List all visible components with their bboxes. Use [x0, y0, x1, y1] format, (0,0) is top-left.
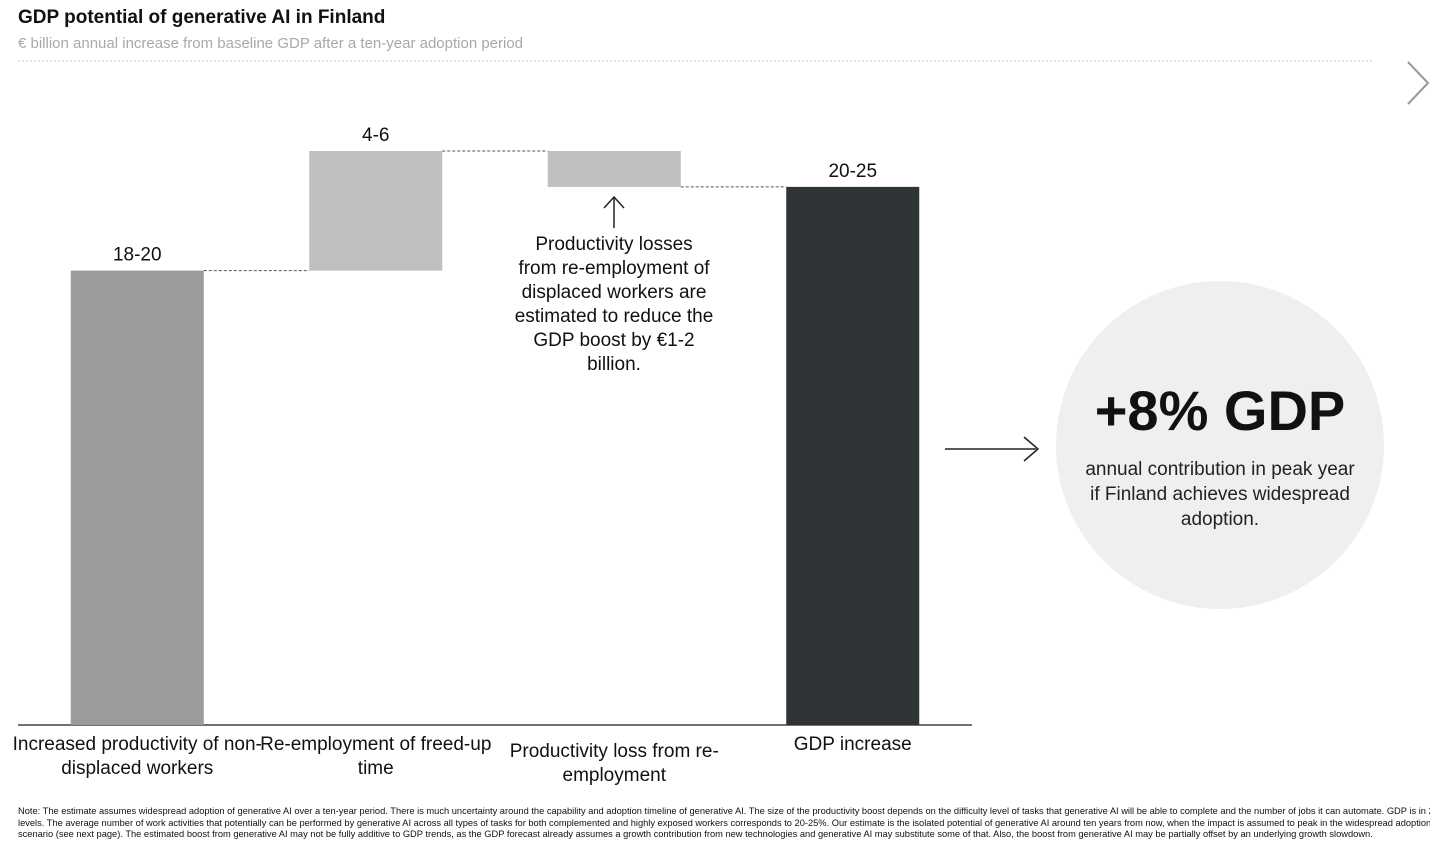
bar [547, 151, 681, 187]
callout-headline: +8% GDP [1094, 379, 1346, 442]
callout-arrowhead [1023, 436, 1040, 462]
value-label: 20-25 [828, 161, 877, 182]
bar [309, 151, 443, 271]
bar [70, 270, 204, 725]
annotation: Productivity losses from re-employment o… [514, 234, 714, 375]
x-tick-label: Re-employment of freed-up time [260, 734, 492, 779]
x-tick-label: Increased productivity of non-displaced … [12, 734, 262, 779]
value-label: 4-6 [362, 125, 389, 146]
chart-subtitle: € billion annual increase from baseline … [18, 35, 524, 52]
footnote: Note: The estimate assumes widespread ad… [18, 806, 1430, 839]
annotation-arrowhead [603, 195, 625, 209]
callout-text: annual contribution in peak year if Finl… [1085, 459, 1355, 530]
x-tick-label: Productivity loss from re-employment [509, 741, 719, 786]
callout-circle [1056, 281, 1384, 609]
value-label: 18-20 [113, 245, 162, 266]
chart-title: GDP potential of generative AI in Finlan… [18, 7, 386, 28]
x-tick-label: GDP increase [793, 734, 912, 755]
bar [786, 186, 920, 725]
next-chevron[interactable] [1407, 61, 1430, 105]
